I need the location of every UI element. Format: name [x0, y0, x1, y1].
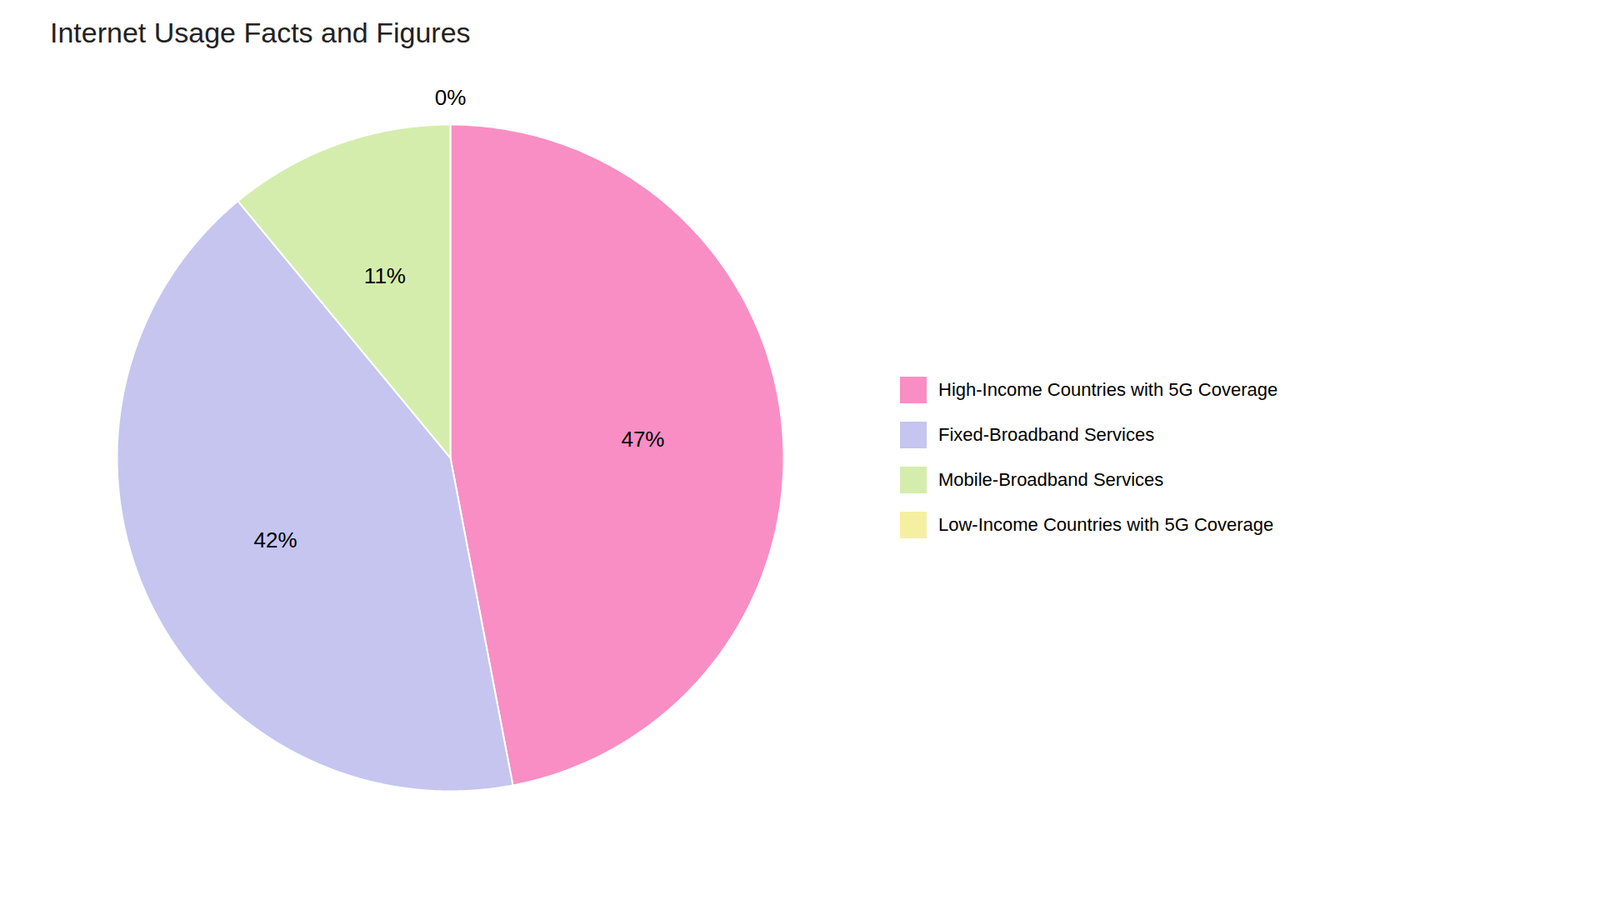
svg-text:42%: 42% [254, 527, 298, 553]
html-text:Mobile-Broadband Services: Mobile-Broadband Services [938, 469, 1164, 490]
html-text:Fixed-Broadband Services: Fixed-Broadband Services [938, 424, 1155, 445]
html-text:Low-Income Countries with 5G C: Low-Income Countries with 5G Coverage [938, 514, 1274, 535]
svg-text:11%: 11% [364, 263, 406, 289]
svg-text:47%: 47% [620, 426, 665, 452]
html-text:Internet Usage Facts and Figur: Internet Usage Facts and Figures [50, 16, 471, 49]
html-text:High-Income Countries with 5G: High-Income Countries with 5G Coverage [938, 379, 1278, 400]
svg-text:0%: 0% [435, 85, 467, 110]
